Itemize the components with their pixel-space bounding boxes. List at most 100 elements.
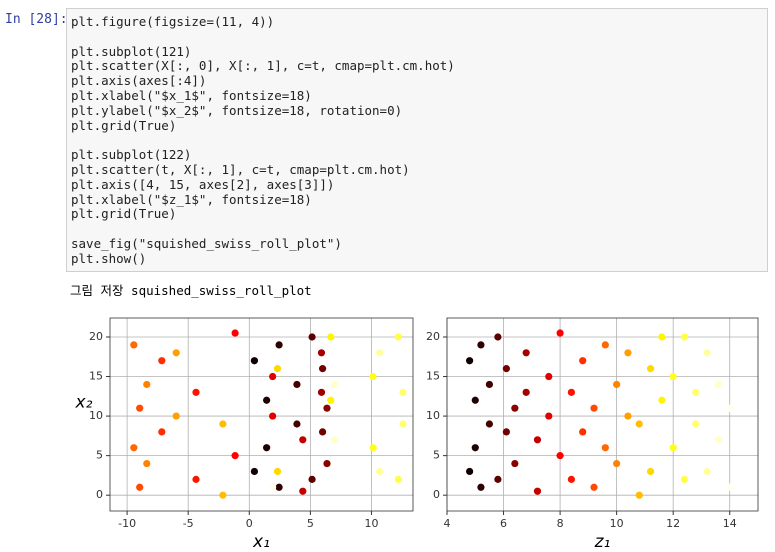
code-block: save_fig("squished_swiss_roll_plot") plt.… [71,235,763,267]
point [680,475,689,483]
point [273,365,282,373]
point [567,475,576,483]
point [172,349,180,357]
point [624,349,632,357]
point [485,420,494,428]
point [494,333,502,341]
point [299,436,307,444]
y-tick-label: 5 [96,449,103,462]
point [703,467,711,476]
point [158,428,166,436]
point [522,349,530,357]
point [263,396,271,404]
point [545,372,553,381]
point [477,341,485,349]
point [533,487,542,495]
point [136,483,144,491]
code-line: plt.grid(True) [71,117,177,133]
point [601,444,609,452]
point [323,459,331,468]
point [502,428,510,436]
point [317,388,326,396]
point [613,380,621,389]
point [590,483,598,491]
y-tick-label: 20 [89,330,103,343]
point [158,357,166,365]
point [680,333,689,341]
point [269,412,277,420]
point [477,483,485,491]
code-block: plt.subplot(122) plt.scatter(t, X[:, 1], … [71,147,763,222]
point [136,404,144,412]
point [726,483,734,491]
point [613,459,621,468]
point [250,357,259,365]
point [269,483,277,491]
axes-frame [446,317,759,512]
point [192,388,200,396]
point [130,444,138,452]
cell-prompt: In [28]: [5,12,68,27]
point [646,365,655,373]
y-tick-label: 0 [96,488,103,501]
code-line: plt.show() [71,250,147,266]
point [219,420,227,428]
point [376,349,384,357]
point [556,452,564,460]
x-tick-label: 6 [500,517,507,530]
point [172,412,180,420]
code-line: plt.grid(True) [71,206,177,222]
point [318,428,327,436]
cell-output: 그림 저장 squished_swiss_roll_plot [70,283,312,298]
point [399,420,407,428]
code-cell[interactable]: plt.figure(figsize=(11, 4)) plt.subplot(1… [66,8,768,272]
point [635,420,643,428]
point [714,380,723,389]
point [330,436,339,444]
point [714,436,723,444]
x-axis-label: x₁ [252,532,270,552]
point [485,380,494,389]
point [471,396,479,404]
point [231,329,239,337]
point [522,388,530,396]
point [658,396,666,404]
point [624,412,632,420]
point [692,420,700,428]
point [293,420,301,428]
point [327,396,335,404]
point [231,452,239,460]
point [308,333,316,341]
point [327,333,335,341]
point [318,365,327,373]
point [275,483,283,491]
point [601,341,609,349]
point [394,333,402,341]
code-line: plt.ylabel("$x_2$", fontsize=18, rotatio… [71,102,403,118]
y-tick-label: 10 [426,409,440,422]
y-tick-label: 15 [89,370,103,383]
point [635,491,643,499]
x-axis-label: z₁ [594,532,611,552]
point [567,388,576,396]
code-line: plt.scatter(X[:, 0], X[:, 1], c=t, cmap=… [71,58,455,74]
point [275,341,283,349]
code-line: plt.figure(figsize=(11, 4)) [71,14,275,29]
x-tick-label: -10 [118,517,136,530]
y-tick-label: 10 [89,409,103,422]
point [299,487,307,495]
point [466,357,474,365]
x-tick-label: -5 [183,517,194,530]
point [369,444,377,452]
y-tick-label: 20 [426,330,440,343]
point [376,467,384,476]
point [219,491,227,499]
point [399,388,407,396]
point [308,475,316,483]
point [494,475,502,483]
code-line: save_fig("squished_swiss_roll_plot") [71,235,342,251]
point [269,372,277,381]
code-line: plt.xlabel("$x_1$", fontsize=18) [71,87,312,103]
point [556,329,564,337]
